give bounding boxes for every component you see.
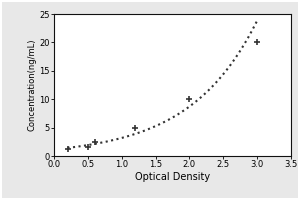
Y-axis label: Concentration(ng/mL): Concentration(ng/mL) <box>28 39 37 131</box>
X-axis label: Optical Density: Optical Density <box>135 172 210 182</box>
